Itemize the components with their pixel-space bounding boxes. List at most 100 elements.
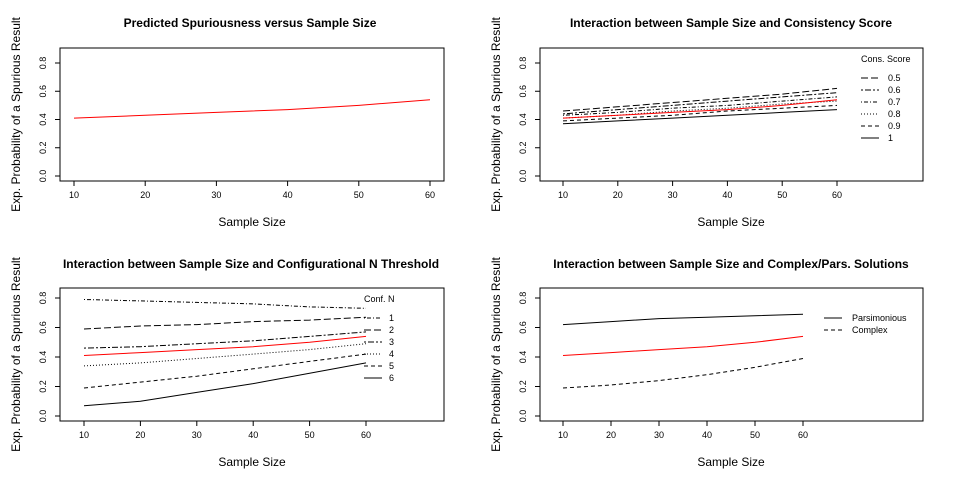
x-tick-label: 60 (361, 430, 371, 440)
x-tick-label: 10 (69, 190, 79, 200)
plot-box (59, 47, 445, 182)
x-tick-label: 20 (140, 190, 150, 200)
series-line-4 (83, 343, 367, 367)
legend-label: 0.9 (888, 121, 901, 131)
y-tick-label: 0.0 (38, 410, 48, 423)
x-tick-label: 20 (613, 190, 623, 200)
x-tick-label: 10 (558, 430, 568, 440)
series-line-Parsimonious (562, 313, 804, 326)
series-line-0.5 (562, 87, 838, 112)
series-line-0.9 (562, 104, 838, 122)
series-line-overall (73, 99, 431, 119)
y-tick-label: 0.2 (518, 380, 528, 393)
x-tick-label: 40 (722, 190, 732, 200)
x-tick-label: 50 (305, 430, 315, 440)
legend-label: 0.6 (888, 85, 901, 95)
x-tick-label: 20 (606, 430, 616, 440)
y-tick-label: 0.2 (518, 141, 528, 154)
x-tick-label: 60 (832, 190, 842, 200)
legend-label: 0.8 (888, 109, 901, 119)
legend-label: 0.5 (888, 73, 901, 83)
x-axis-label: Sample Size (218, 215, 286, 229)
y-axis-label: Exp. Probability of a Spurious Result (9, 256, 23, 451)
series-line-5 (83, 353, 367, 389)
x-tick-label: 10 (79, 430, 89, 440)
x-tick-label: 20 (135, 430, 145, 440)
legend-label: 4 (389, 349, 394, 359)
x-axis-label: Sample Size (218, 455, 286, 469)
series-line-overall (562, 335, 804, 356)
chart-panel-4: Interaction between Sample Size and Comp… (489, 256, 924, 469)
series-line-1 (562, 109, 838, 125)
legend-label: 1 (888, 133, 893, 143)
series-line-2 (83, 316, 367, 330)
y-axis-label: Exp. Probability of a Spurious Result (489, 256, 503, 451)
y-tick-label: 0.0 (518, 410, 528, 423)
plot-box (539, 47, 924, 182)
legend: Cons. Score 0.5 0.6 0.7 0.8 0.9 1 (861, 54, 911, 143)
x-tick-label: 30 (654, 430, 664, 440)
series-line-overall (562, 99, 838, 119)
x-tick-label: 30 (211, 190, 221, 200)
series-line-Complex (562, 358, 804, 389)
x-tick-label: 40 (248, 430, 258, 440)
x-tick-label: 10 (558, 190, 568, 200)
x-axis-label: Sample Size (697, 215, 765, 229)
y-tick-label: 0.0 (38, 170, 48, 183)
chart-panel-1: Predicted Spuriousness versus Sample Siz… (9, 16, 445, 229)
series-line-1 (83, 299, 367, 309)
x-tick-label: 30 (668, 190, 678, 200)
legend-label: 1 (389, 313, 394, 323)
legend: Parsimonious Complex (824, 313, 907, 335)
x-tick-label: 50 (750, 430, 760, 440)
legend-label: Complex (852, 325, 888, 335)
y-tick-label: 0.2 (38, 141, 48, 154)
y-tick-label: 0.0 (518, 170, 528, 183)
y-tick-label: 0.6 (38, 321, 48, 334)
y-tick-label: 0.6 (518, 321, 528, 334)
y-tick-label: 0.8 (518, 292, 528, 305)
y-tick-label: 0.4 (38, 113, 48, 126)
y-tick-label: 0.4 (38, 351, 48, 364)
x-axis-label: Sample Size (697, 455, 765, 469)
series-line-6 (83, 362, 367, 407)
series-line-3 (83, 331, 367, 349)
x-tick-label: 50 (777, 190, 787, 200)
x-tick-label: 60 (425, 190, 435, 200)
legend-label: 0.7 (888, 97, 901, 107)
chart-panel-3: Interaction between Sample Size and Conf… (9, 256, 445, 469)
legend-label: 6 (389, 373, 394, 383)
x-tick-label: 40 (283, 190, 293, 200)
x-tick-label: 30 (192, 430, 202, 440)
x-tick-label: 60 (798, 430, 808, 440)
series-line-0.6 (562, 92, 838, 115)
y-tick-label: 0.8 (38, 57, 48, 70)
chart-title: Interaction between Sample Size and Comp… (553, 257, 909, 271)
x-tick-label: 40 (702, 430, 712, 440)
series-line-overall (83, 335, 367, 356)
chart-title: Interaction between Sample Size and Cons… (570, 16, 892, 30)
legend-title: Cons. Score (861, 54, 911, 64)
y-tick-label: 0.4 (518, 351, 528, 364)
x-tick-label: 50 (354, 190, 364, 200)
legend: Conf. N 1 2 3 4 5 6 (364, 294, 395, 383)
series-line-0.7 (562, 96, 838, 116)
chart-title: Interaction between Sample Size and Conf… (63, 257, 439, 271)
y-tick-label: 0.8 (518, 57, 528, 70)
legend-title: Conf. N (364, 294, 395, 304)
y-tick-label: 0.8 (38, 292, 48, 305)
legend-label: Parsimonious (852, 313, 907, 323)
legend-label: 2 (389, 325, 394, 335)
y-tick-label: 0.6 (518, 85, 528, 98)
y-tick-label: 0.2 (38, 380, 48, 393)
plot-box (539, 287, 924, 422)
y-axis-label: Exp. Probability of a Spurious Result (489, 16, 503, 211)
y-tick-label: 0.4 (518, 113, 528, 126)
y-axis-label: Exp. Probability of a Spurious Result (9, 16, 23, 211)
legend-label: 5 (389, 361, 394, 371)
chart-title: Predicted Spuriousness versus Sample Siz… (124, 16, 377, 30)
chart-panel-2: Interaction between Sample Size and Cons… (489, 16, 924, 229)
y-tick-label: 0.6 (38, 85, 48, 98)
legend-label: 3 (389, 337, 394, 347)
